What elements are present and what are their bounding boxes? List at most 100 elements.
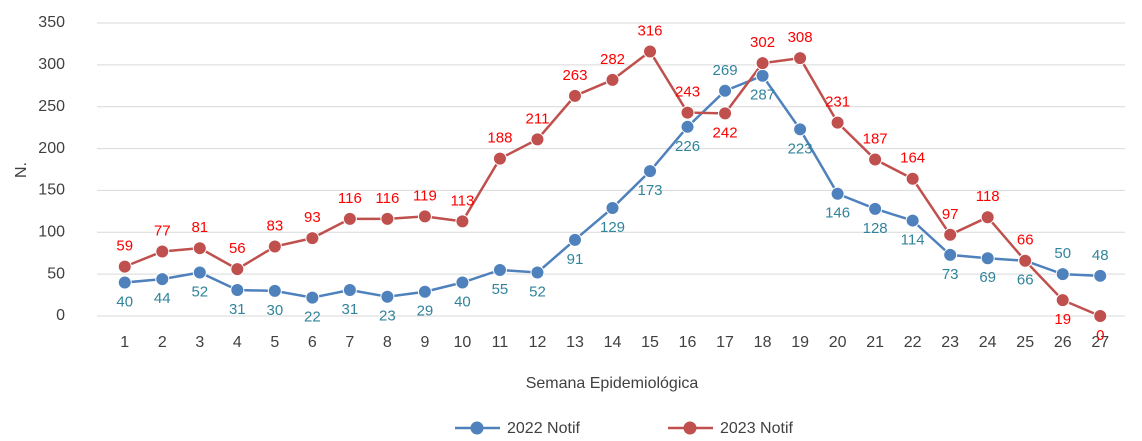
- data-label: 211: [526, 110, 550, 127]
- x-tick-label: 4: [233, 334, 242, 351]
- data-point: [305, 231, 320, 246]
- x-tick-label: 26: [1054, 334, 1072, 351]
- data-label: 187: [863, 130, 888, 147]
- data-point: [417, 284, 432, 299]
- data-label: 29: [417, 303, 434, 320]
- x-tick-label: 21: [866, 334, 884, 351]
- data-label: 173: [638, 182, 663, 199]
- legend-label: 2022 Notif: [507, 420, 580, 437]
- data-point: [755, 56, 770, 71]
- data-label: 59: [116, 238, 133, 255]
- data-point: [305, 290, 320, 305]
- data-label: 44: [154, 290, 171, 307]
- y-tick-label: 0: [56, 307, 65, 324]
- y-tick-label: 50: [47, 265, 65, 282]
- data-point: [680, 119, 695, 134]
- data-label: 69: [979, 269, 996, 286]
- data-label: 52: [191, 283, 208, 300]
- data-label: 269: [713, 62, 738, 79]
- data-point: [905, 171, 920, 186]
- x-tick-label: 16: [679, 334, 697, 351]
- data-point: [718, 106, 733, 121]
- x-tick-label: 3: [195, 334, 204, 351]
- data-label: 73: [942, 266, 959, 283]
- data-point: [1055, 267, 1070, 282]
- y-tick-label: 250: [38, 98, 65, 115]
- data-point: [605, 201, 620, 216]
- x-tick-label: 20: [829, 334, 847, 351]
- data-label: 287: [750, 87, 775, 104]
- data-label: 116: [338, 190, 362, 207]
- data-label: 31: [342, 301, 359, 318]
- data-label: 40: [116, 293, 133, 310]
- data-point: [680, 105, 695, 120]
- data-point: [1018, 253, 1033, 268]
- y-tick-label: 150: [38, 182, 65, 199]
- data-point: [342, 283, 357, 298]
- data-label: 23: [379, 308, 396, 325]
- data-label: 146: [825, 205, 850, 222]
- data-label: 316: [638, 22, 663, 39]
- data-label: 119: [413, 187, 437, 204]
- data-point: [868, 201, 883, 216]
- data-label: 118: [976, 188, 1000, 205]
- data-point: [455, 214, 470, 229]
- data-point: [530, 265, 545, 280]
- x-tick-label: 19: [791, 334, 809, 351]
- x-axis-title: Semana Epidemiológica: [526, 375, 699, 392]
- data-point: [830, 115, 845, 130]
- y-tick-label: 300: [38, 56, 65, 73]
- data-point: [492, 262, 507, 277]
- data-label: 113: [450, 192, 474, 209]
- x-tick-label: 9: [420, 334, 429, 351]
- data-label: 31: [229, 301, 246, 318]
- data-point: [455, 275, 470, 290]
- data-label: 164: [900, 150, 925, 167]
- legend-label: 2023 Notif: [720, 420, 793, 437]
- data-label: 66: [1017, 272, 1034, 289]
- x-tick-label: 18: [754, 334, 772, 351]
- x-tick-label: 1: [120, 334, 129, 351]
- data-point: [905, 213, 920, 228]
- data-label: 22: [304, 309, 321, 326]
- data-label: 188: [487, 130, 512, 147]
- data-label: 77: [154, 223, 171, 240]
- data-point: [117, 259, 132, 274]
- data-point: [980, 210, 995, 225]
- y-tick-label: 350: [38, 14, 65, 31]
- x-tick-label: 23: [941, 334, 959, 351]
- data-label: 52: [529, 283, 546, 300]
- data-point: [868, 152, 883, 167]
- data-point: [417, 209, 432, 224]
- data-point: [980, 251, 995, 266]
- x-tick-label: 12: [529, 334, 547, 351]
- x-tick-label: 5: [270, 334, 279, 351]
- data-point: [192, 241, 207, 256]
- data-point: [530, 132, 545, 147]
- data-label: 302: [750, 34, 775, 51]
- data-point: [605, 72, 620, 87]
- data-point: [230, 283, 245, 298]
- x-tick-label: 22: [904, 334, 922, 351]
- x-tick-label: 11: [492, 334, 509, 351]
- data-label: 263: [562, 67, 587, 84]
- data-label: 226: [675, 138, 700, 155]
- data-point: [718, 83, 733, 98]
- x-tick-label: 14: [604, 334, 622, 351]
- y-axis-title: N.: [13, 162, 30, 178]
- data-label: 97: [942, 206, 959, 223]
- y-tick-label: 100: [38, 224, 65, 241]
- data-point: [380, 289, 395, 304]
- x-tick-label: 27: [1091, 334, 1109, 351]
- data-point: [793, 51, 808, 66]
- x-tick-label: 17: [716, 334, 734, 351]
- data-label: 19: [1054, 311, 1071, 328]
- x-tick-label: 25: [1016, 334, 1034, 351]
- data-point: [830, 186, 845, 201]
- data-point: [267, 283, 282, 298]
- data-point: [643, 44, 658, 59]
- data-point: [492, 151, 507, 166]
- data-point: [155, 272, 170, 287]
- x-tick-label: 7: [345, 334, 354, 351]
